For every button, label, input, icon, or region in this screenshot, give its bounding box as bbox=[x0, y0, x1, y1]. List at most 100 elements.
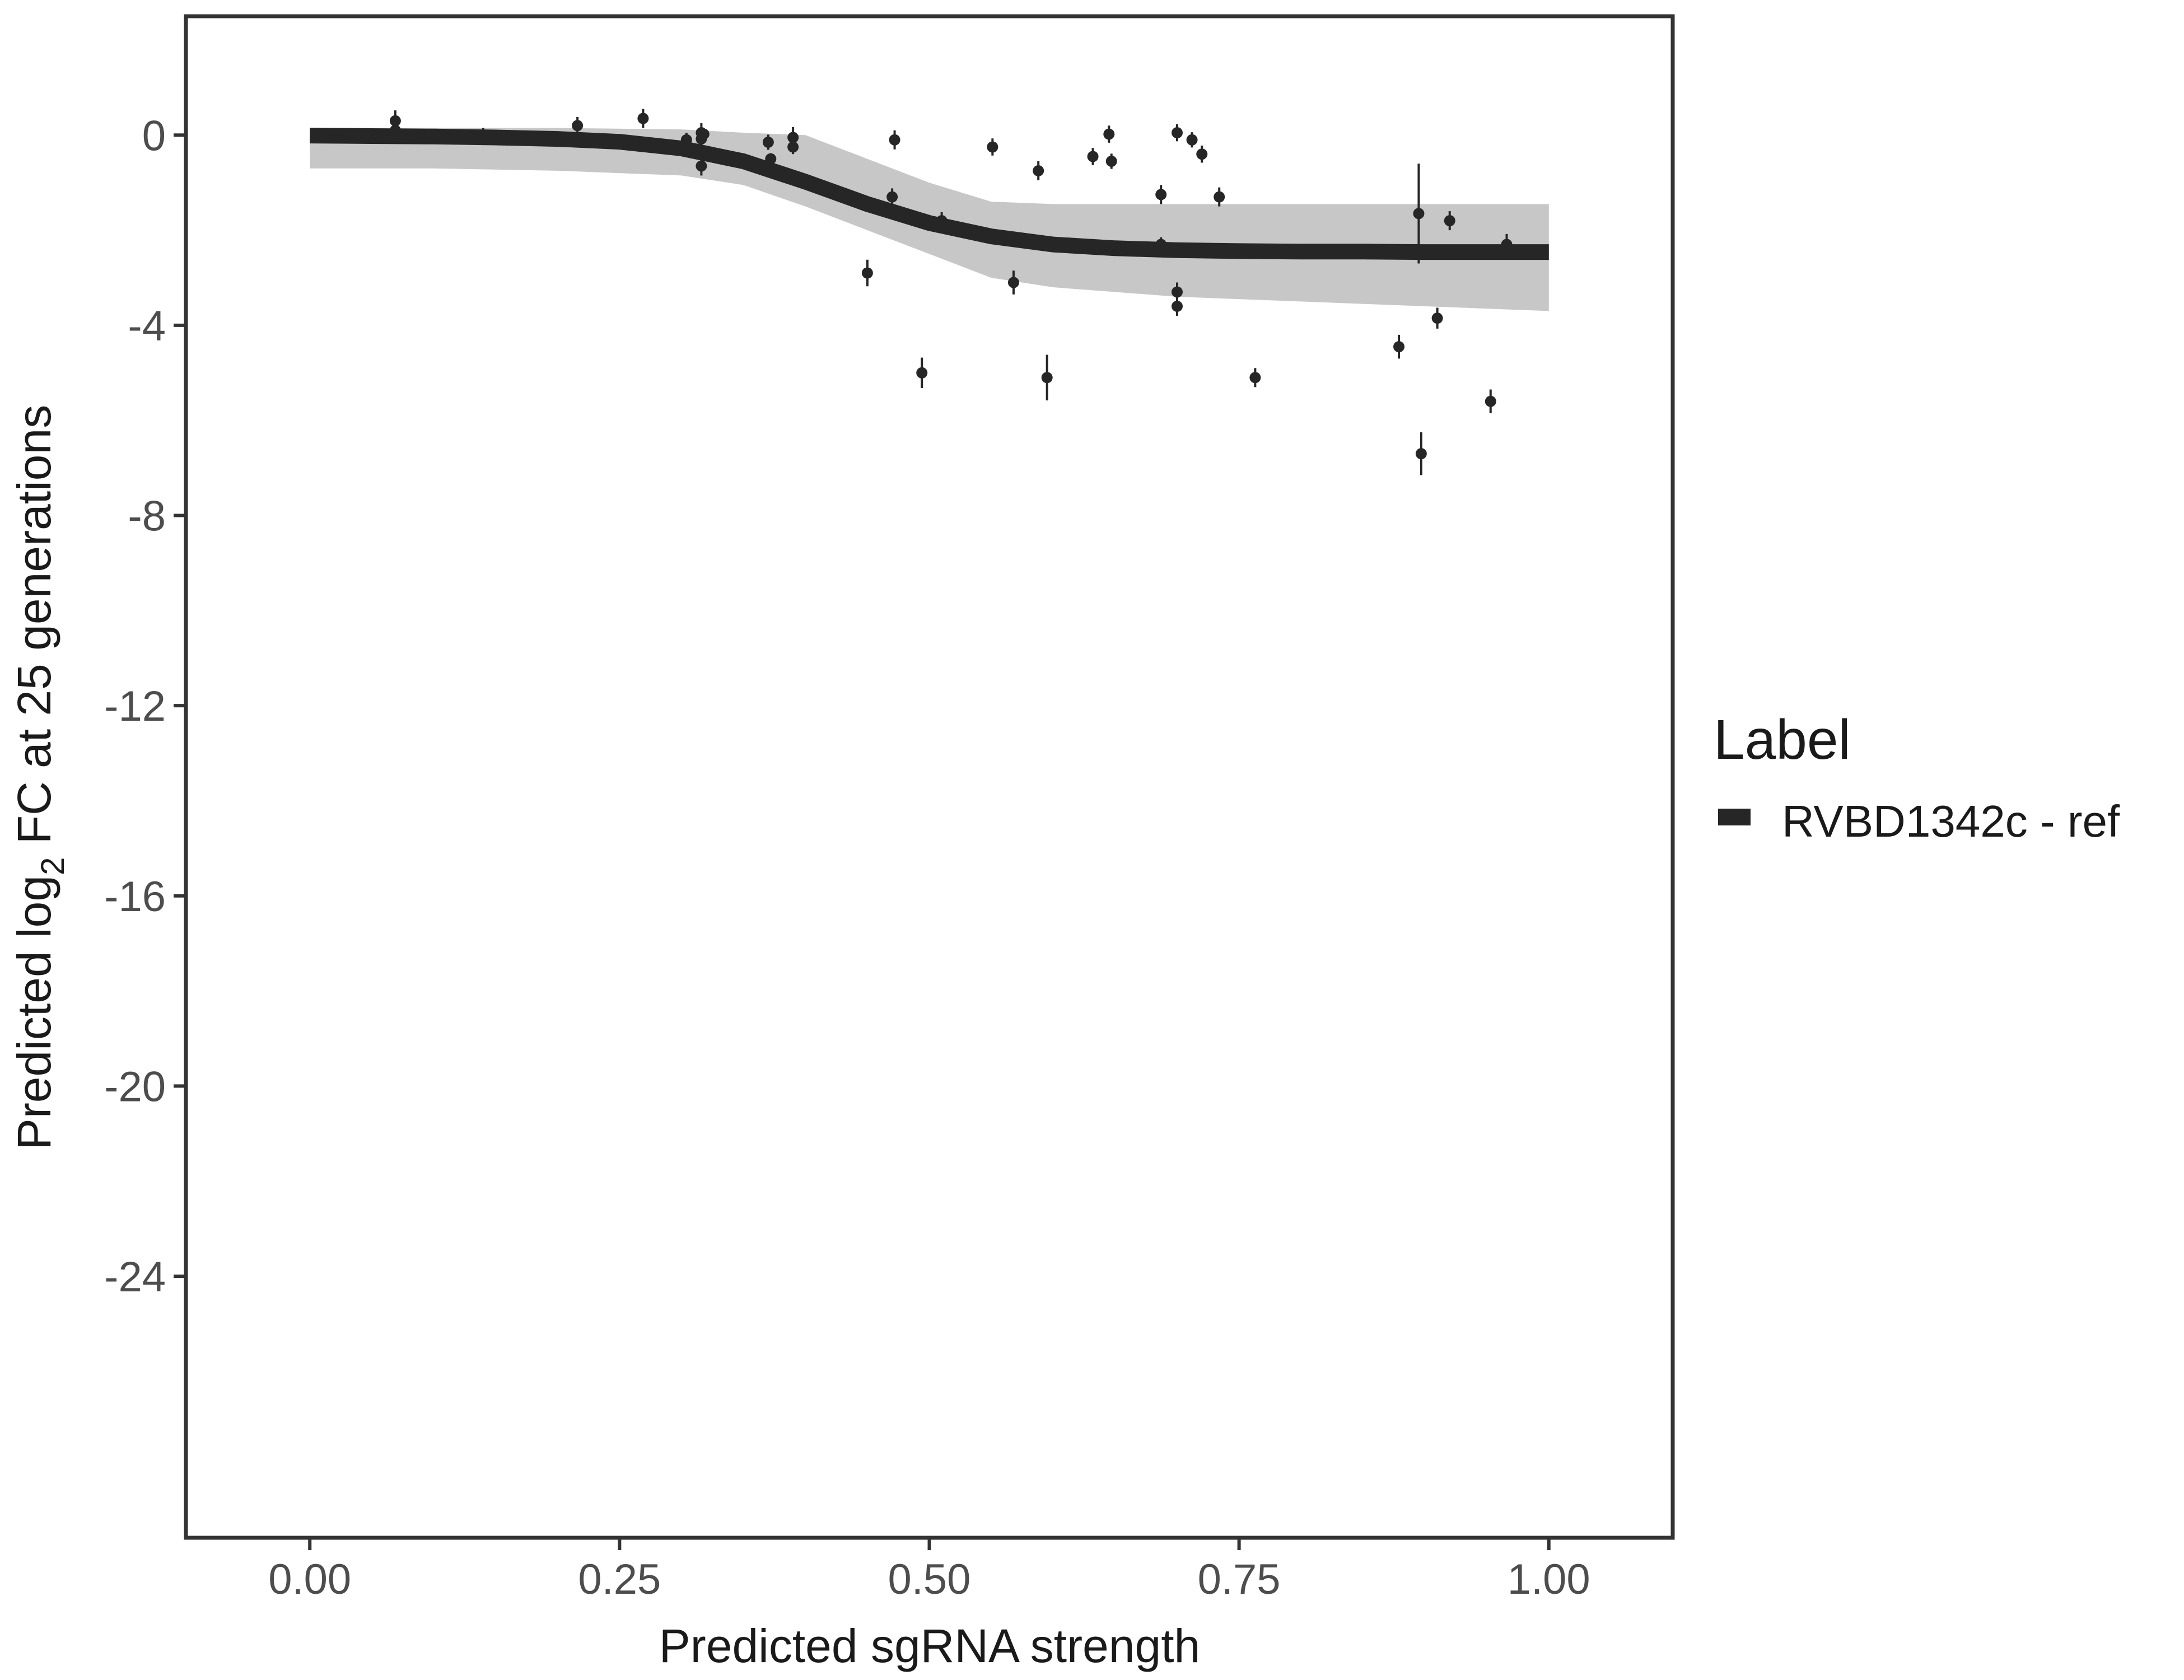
points-layer bbox=[389, 109, 1513, 475]
data-point bbox=[762, 134, 774, 150]
point-marker bbox=[787, 132, 799, 143]
point-marker bbox=[1105, 155, 1117, 167]
fit-curve-layer bbox=[310, 128, 1549, 260]
point-marker bbox=[680, 134, 692, 146]
point-marker bbox=[389, 124, 401, 136]
data-point bbox=[916, 357, 928, 388]
point-marker bbox=[936, 215, 948, 227]
y-tick-label: -12 bbox=[104, 683, 166, 730]
data-point bbox=[1413, 164, 1425, 264]
data-point bbox=[1103, 125, 1115, 143]
data-point bbox=[1041, 354, 1053, 401]
point-marker bbox=[1413, 208, 1425, 220]
x-axis-title: Predicted sgRNA strength bbox=[659, 1620, 1201, 1672]
data-point bbox=[1172, 296, 1183, 316]
data-point bbox=[987, 138, 998, 156]
x-axis: 0.00 0.25 0.50 0.75 1.00 bbox=[268, 1539, 1590, 1603]
point-marker bbox=[696, 160, 707, 172]
y-tick-label: -4 bbox=[128, 302, 166, 350]
data-point bbox=[1033, 161, 1044, 180]
point-marker bbox=[1485, 395, 1496, 407]
data-point bbox=[1444, 211, 1455, 231]
x-tick-label: 1.00 bbox=[1508, 1556, 1590, 1603]
point-marker bbox=[1155, 239, 1167, 250]
point-marker bbox=[1087, 151, 1099, 162]
data-point bbox=[1087, 148, 1099, 165]
point-marker bbox=[916, 367, 928, 379]
point-marker bbox=[886, 191, 898, 203]
y-axis-title-subscript: 2 bbox=[35, 857, 71, 875]
data-point bbox=[1485, 389, 1496, 413]
data-point bbox=[765, 153, 777, 165]
y-axis-title-part-1: Predicted log bbox=[8, 875, 60, 1150]
data-point bbox=[936, 212, 948, 230]
data-point bbox=[1172, 124, 1183, 142]
point-marker bbox=[787, 141, 799, 153]
legend: Label RVBD1342c - ref bbox=[1714, 708, 2120, 846]
data-point bbox=[1007, 270, 1019, 295]
point-marker bbox=[889, 134, 900, 146]
point-marker bbox=[478, 130, 489, 142]
data-point bbox=[1431, 307, 1443, 329]
y-axis-title-part-2: FC at 25 generations bbox=[8, 405, 60, 857]
x-tick-label: 0.25 bbox=[578, 1556, 661, 1603]
point-marker bbox=[987, 141, 998, 153]
point-marker bbox=[1249, 372, 1261, 384]
point-marker bbox=[389, 115, 401, 127]
point-marker bbox=[572, 120, 584, 132]
data-point bbox=[389, 123, 401, 137]
point-marker bbox=[1103, 128, 1115, 140]
point-marker bbox=[1393, 341, 1405, 353]
point-marker bbox=[1196, 148, 1208, 160]
point-marker bbox=[1172, 286, 1183, 298]
legend-label: RVBD1342c - ref bbox=[1782, 796, 2120, 846]
point-marker bbox=[1431, 312, 1443, 324]
data-point bbox=[1155, 237, 1167, 252]
point-marker bbox=[1444, 215, 1455, 227]
data-point bbox=[1249, 368, 1261, 388]
point-marker bbox=[1172, 127, 1183, 139]
data-point bbox=[680, 133, 692, 147]
legend-key-swatch bbox=[1718, 809, 1751, 825]
x-tick-label: 0.75 bbox=[1198, 1556, 1281, 1603]
point-marker bbox=[698, 128, 710, 140]
point-marker bbox=[1007, 277, 1019, 288]
data-point bbox=[1196, 145, 1208, 163]
point-marker bbox=[762, 137, 774, 148]
point-marker bbox=[861, 267, 873, 279]
point-marker bbox=[637, 113, 649, 124]
data-point bbox=[478, 128, 489, 146]
y-tick-label: -16 bbox=[104, 873, 166, 921]
data-point bbox=[1186, 132, 1198, 148]
data-point bbox=[572, 117, 584, 134]
x-tick-label: 0.50 bbox=[888, 1556, 971, 1603]
data-point bbox=[861, 259, 873, 287]
data-point bbox=[1393, 334, 1405, 359]
point-marker bbox=[1041, 372, 1053, 384]
data-point bbox=[1155, 185, 1167, 204]
point-marker bbox=[1186, 134, 1198, 146]
legend-title: Label bbox=[1714, 708, 1851, 771]
data-point bbox=[886, 188, 898, 206]
y-axis-title: Predicted log2 FC at 25 generations bbox=[8, 405, 71, 1150]
fit-curve bbox=[310, 128, 1549, 260]
data-point bbox=[698, 128, 710, 140]
data-point bbox=[1501, 234, 1513, 255]
data-point bbox=[637, 109, 649, 128]
data-point bbox=[1105, 153, 1117, 169]
y-tick-label: 0 bbox=[142, 112, 166, 160]
data-point bbox=[1415, 432, 1427, 475]
data-point bbox=[1214, 187, 1225, 207]
point-marker bbox=[1501, 239, 1513, 250]
x-tick-label: 0.00 bbox=[268, 1556, 351, 1603]
point-marker bbox=[1033, 165, 1044, 176]
point-marker bbox=[1155, 189, 1167, 200]
data-point bbox=[889, 130, 900, 150]
y-axis: 0 -4 -8 -12 -16 -20 -24 bbox=[104, 112, 184, 1301]
point-marker bbox=[1415, 448, 1427, 460]
point-marker bbox=[1172, 300, 1183, 312]
y-tick-label: -8 bbox=[128, 493, 166, 540]
data-point bbox=[696, 156, 707, 176]
plot-panel-border bbox=[184, 14, 1675, 1540]
